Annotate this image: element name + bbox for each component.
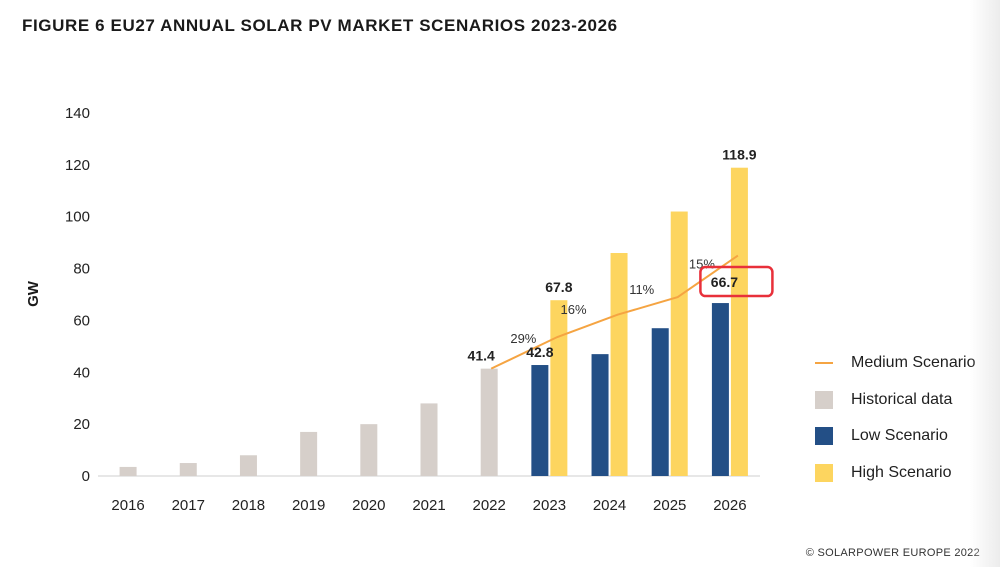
x-tick-label: 2026 xyxy=(713,497,746,514)
bar-high-scenario xyxy=(670,211,688,476)
bar-low-scenario xyxy=(711,303,729,476)
bar-historical xyxy=(300,431,318,476)
growth-rate-label: 11% xyxy=(629,282,654,297)
y-tick-label: 100 xyxy=(65,209,90,226)
x-tick-label: 2017 xyxy=(172,497,205,514)
bar-historical xyxy=(360,424,378,476)
bar-historical xyxy=(179,463,197,476)
data-label: 41.4 xyxy=(468,348,495,364)
legend-swatch xyxy=(815,427,833,446)
x-tick-label: 2024 xyxy=(593,497,626,514)
bar-low-scenario xyxy=(531,365,549,476)
chart-title: FIGURE 6 EU27 ANNUAL SOLAR PV MARKET SCE… xyxy=(22,16,618,36)
bar-historical xyxy=(239,455,257,476)
legend-label: Historical data xyxy=(851,390,953,408)
legend-label: Medium Scenario xyxy=(851,354,976,372)
line-medium-scenario xyxy=(490,254,739,370)
bar-high-scenario xyxy=(550,300,568,476)
data-label: 67.8 xyxy=(545,279,572,295)
y-tick-label: 0 xyxy=(82,468,90,485)
legend-swatch xyxy=(815,390,833,409)
legend-label: High Scenario xyxy=(851,463,952,481)
y-tick-label: 40 xyxy=(73,364,90,381)
data-label: 66.7 xyxy=(711,274,738,290)
edge-shadow xyxy=(970,0,1000,567)
legend-item-medium: Medium Scenario xyxy=(815,345,976,382)
legend-item-low: Low Scenario xyxy=(815,418,976,455)
bar-low-scenario xyxy=(591,354,609,476)
x-tick-label: 2022 xyxy=(472,497,505,514)
legend-item-high: High Scenario xyxy=(815,455,976,492)
highlight-box xyxy=(699,265,774,298)
y-tick-label: 60 xyxy=(73,312,90,329)
legend-item-historical: Historical data xyxy=(815,382,976,419)
bar-high-scenario xyxy=(610,253,628,476)
y-tick-label: 20 xyxy=(73,416,90,433)
legend-line-swatch xyxy=(815,362,833,365)
bar-low-scenario xyxy=(651,328,669,476)
x-tick-label: 2020 xyxy=(352,497,385,514)
x-tick-label: 2018 xyxy=(232,497,265,514)
x-tick-label: 2023 xyxy=(533,497,566,514)
y-tick-label: 140 xyxy=(65,105,90,122)
bar-historical xyxy=(119,466,137,476)
x-tick-label: 2019 xyxy=(292,497,325,514)
growth-rate-label: 29% xyxy=(510,331,536,346)
x-tick-label: 2016 xyxy=(111,497,144,514)
growth-rate-label: 16% xyxy=(561,302,587,317)
y-axis-label: GW xyxy=(25,280,42,307)
data-label: 42.8 xyxy=(526,344,553,360)
x-tick-label: 2021 xyxy=(412,497,445,514)
legend-label: Low Scenario xyxy=(851,427,948,445)
y-tick-label: 80 xyxy=(73,261,90,278)
bar-historical xyxy=(480,368,498,476)
copyright-note: © SOLARPOWER EUROPE 2022 xyxy=(805,547,980,559)
y-tick-label: 120 xyxy=(65,157,90,174)
data-label: 118.9 xyxy=(722,147,756,163)
bar-historical xyxy=(420,403,438,476)
x-tick-label: 2025 xyxy=(653,497,686,514)
legend-swatch xyxy=(815,463,833,482)
chart-legend: Medium Scenario Historical data Low Scen… xyxy=(815,345,976,491)
figure-title-text: EU27 ANNUAL SOLAR PV MARKET SCENARIOS 20… xyxy=(110,16,618,35)
bar-high-scenario xyxy=(730,167,748,476)
figure-number: FIGURE 6 xyxy=(22,16,106,35)
